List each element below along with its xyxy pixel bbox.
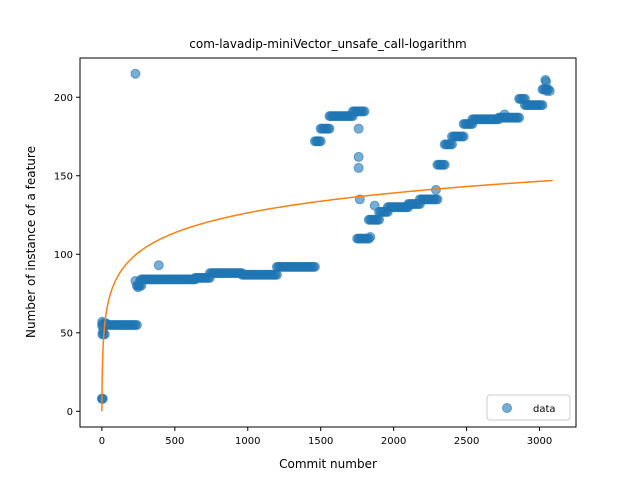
- x-axis-ticks: 0 500 1000 1500 2000 2500 3000: [99, 427, 552, 447]
- y-axis-ticks: 0 50 100 150 200: [54, 93, 80, 418]
- data-point: [353, 151, 364, 162]
- data-point: [537, 100, 548, 111]
- data-point: [369, 200, 380, 211]
- y-tick-label: 0: [67, 407, 73, 418]
- y-tick-label: 50: [60, 328, 73, 339]
- legend-marker-data: [502, 403, 512, 413]
- data-point: [359, 106, 370, 117]
- data-point: [324, 123, 335, 134]
- x-tick-label: 3000: [527, 436, 552, 447]
- y-axis-label: Number of instance of a feature: [24, 146, 38, 338]
- data-point: [315, 136, 326, 147]
- data-point: [353, 123, 364, 134]
- legend: data: [486, 394, 571, 421]
- x-tick-label: 2500: [454, 436, 479, 447]
- data-point: [514, 112, 525, 123]
- data-point: [98, 326, 109, 337]
- legend-box: [486, 394, 571, 421]
- data-point: [309, 261, 320, 272]
- data-point: [130, 68, 141, 79]
- data-point: [432, 194, 443, 205]
- x-tick-label: 500: [165, 436, 184, 447]
- legend-label-data: data: [533, 404, 556, 415]
- data-point: [439, 159, 450, 170]
- data-point: [499, 109, 510, 120]
- x-tick-label: 2000: [381, 436, 406, 447]
- x-tick-label: 0: [99, 436, 105, 447]
- data-point: [353, 162, 364, 173]
- x-tick-label: 1500: [308, 436, 333, 447]
- fit-layer: [101, 179, 553, 412]
- y-tick-label: 200: [54, 93, 73, 104]
- plot-frame: [79, 57, 577, 428]
- data-point: [541, 76, 552, 87]
- data-point: [131, 319, 142, 330]
- y-tick-label: 150: [54, 171, 73, 182]
- data-point: [458, 131, 469, 142]
- data-layer: [96, 68, 555, 404]
- fit-line: [101, 179, 553, 412]
- x-axis-label: Commit number: [279, 457, 377, 471]
- x-tick-label: 1000: [235, 436, 260, 447]
- data-point: [365, 232, 376, 242]
- data-point: [544, 85, 555, 96]
- y-tick-label: 100: [54, 250, 73, 261]
- data-point: [153, 260, 164, 271]
- data-point: [97, 393, 108, 404]
- chart-title: com-lavadip-miniVector_unsafe_call-logar…: [189, 37, 467, 51]
- data-point: [135, 275, 146, 286]
